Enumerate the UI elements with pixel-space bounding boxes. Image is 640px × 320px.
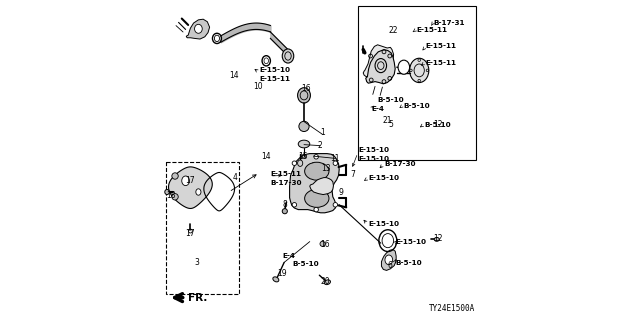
Polygon shape bbox=[186, 19, 210, 39]
Text: E-15-10: E-15-10 bbox=[358, 156, 389, 162]
Text: 15: 15 bbox=[298, 152, 308, 161]
Ellipse shape bbox=[398, 60, 410, 74]
Text: B-5-10: B-5-10 bbox=[424, 122, 451, 128]
Polygon shape bbox=[381, 250, 396, 270]
Ellipse shape bbox=[310, 169, 316, 175]
Polygon shape bbox=[364, 45, 394, 77]
Ellipse shape bbox=[182, 176, 189, 186]
Text: 14: 14 bbox=[260, 152, 271, 161]
Text: E-15-11: E-15-11 bbox=[426, 44, 456, 49]
Text: 6: 6 bbox=[387, 261, 392, 270]
Ellipse shape bbox=[314, 207, 319, 212]
Text: 20: 20 bbox=[321, 277, 331, 286]
Ellipse shape bbox=[333, 203, 338, 207]
Text: E-4: E-4 bbox=[371, 107, 384, 112]
Ellipse shape bbox=[292, 161, 297, 165]
Text: B-17-30: B-17-30 bbox=[384, 162, 415, 167]
Ellipse shape bbox=[298, 160, 303, 166]
Text: B-17-30: B-17-30 bbox=[270, 180, 302, 186]
Text: E-15-11: E-15-11 bbox=[416, 27, 447, 33]
Ellipse shape bbox=[172, 173, 178, 179]
Ellipse shape bbox=[305, 162, 329, 180]
Text: E-15-10: E-15-10 bbox=[358, 148, 389, 153]
Text: 4: 4 bbox=[233, 173, 237, 182]
Bar bbox=[166, 162, 239, 294]
Text: B-5-10: B-5-10 bbox=[396, 260, 422, 266]
Ellipse shape bbox=[410, 58, 429, 83]
Text: B-5-10: B-5-10 bbox=[292, 261, 319, 267]
Text: 14: 14 bbox=[228, 71, 239, 80]
Text: B-5-10: B-5-10 bbox=[378, 98, 404, 103]
Text: 13: 13 bbox=[321, 164, 331, 172]
Ellipse shape bbox=[385, 255, 392, 265]
Text: 10: 10 bbox=[253, 82, 262, 91]
Text: E-15-11: E-15-11 bbox=[259, 76, 290, 82]
Text: 11: 11 bbox=[331, 154, 340, 163]
Ellipse shape bbox=[172, 194, 178, 200]
Text: B-17-31: B-17-31 bbox=[434, 20, 465, 26]
Ellipse shape bbox=[299, 121, 309, 132]
Text: 8: 8 bbox=[282, 200, 287, 209]
Text: 2: 2 bbox=[317, 141, 323, 150]
Polygon shape bbox=[310, 178, 333, 195]
Ellipse shape bbox=[282, 49, 294, 63]
Text: 21: 21 bbox=[383, 116, 392, 124]
Bar bbox=[358, 6, 476, 160]
Text: FR.: FR. bbox=[188, 292, 207, 303]
Text: 17: 17 bbox=[186, 229, 195, 238]
Text: E-15-11: E-15-11 bbox=[426, 60, 456, 66]
Polygon shape bbox=[290, 154, 339, 213]
Ellipse shape bbox=[298, 88, 310, 103]
Text: E-15-11: E-15-11 bbox=[270, 172, 301, 177]
Text: 12: 12 bbox=[434, 120, 443, 129]
Ellipse shape bbox=[298, 140, 310, 148]
Text: 16: 16 bbox=[301, 84, 310, 92]
Polygon shape bbox=[168, 167, 212, 208]
Text: 16: 16 bbox=[320, 240, 330, 249]
Text: 9: 9 bbox=[339, 188, 343, 196]
Ellipse shape bbox=[320, 241, 325, 246]
Text: B-5-10: B-5-10 bbox=[403, 103, 430, 108]
Text: E-15-10: E-15-10 bbox=[396, 239, 426, 245]
Ellipse shape bbox=[195, 24, 202, 33]
Text: E-4: E-4 bbox=[283, 253, 296, 259]
Text: 7: 7 bbox=[350, 170, 355, 179]
Text: 12: 12 bbox=[434, 234, 443, 243]
Ellipse shape bbox=[273, 277, 279, 282]
Text: 3: 3 bbox=[195, 258, 199, 267]
Text: E-15-10: E-15-10 bbox=[368, 221, 399, 227]
Text: 5: 5 bbox=[388, 120, 393, 129]
Text: E-15-10: E-15-10 bbox=[368, 175, 399, 180]
Ellipse shape bbox=[164, 189, 169, 195]
Text: 22: 22 bbox=[388, 26, 397, 35]
Ellipse shape bbox=[196, 189, 201, 195]
Text: 18: 18 bbox=[166, 191, 176, 200]
Text: E-15-10: E-15-10 bbox=[259, 68, 290, 73]
Text: TY24E1500A: TY24E1500A bbox=[429, 304, 475, 313]
Ellipse shape bbox=[314, 155, 319, 159]
Ellipse shape bbox=[292, 203, 297, 207]
Ellipse shape bbox=[435, 237, 440, 241]
Text: 17: 17 bbox=[186, 176, 195, 185]
Ellipse shape bbox=[282, 209, 287, 214]
Text: 19: 19 bbox=[276, 269, 287, 278]
Ellipse shape bbox=[305, 189, 329, 207]
Ellipse shape bbox=[333, 161, 338, 165]
Ellipse shape bbox=[324, 280, 330, 284]
Polygon shape bbox=[366, 50, 396, 84]
Text: 1: 1 bbox=[320, 128, 325, 137]
